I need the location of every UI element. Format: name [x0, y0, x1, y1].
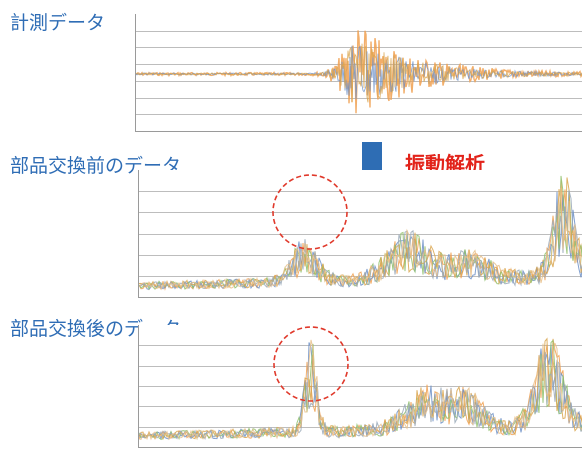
measurement-waveform-plot	[136, 30, 582, 115]
measurement-data-label: 計測データ	[10, 12, 106, 34]
highlight-circle-after	[273, 326, 349, 402]
after-replacement-panel	[138, 325, 582, 448]
after-replacement-plot	[139, 337, 582, 441]
before-replacement-panel	[138, 170, 582, 298]
before-replacement-plot	[139, 175, 582, 291]
waveform-trace	[136, 43, 582, 103]
waveform-trace	[136, 30, 582, 114]
highlight-circle-before	[272, 174, 348, 250]
waveform-trace	[139, 187, 582, 290]
measurement-waveform-panel	[135, 14, 582, 132]
waveform-trace	[139, 339, 582, 441]
